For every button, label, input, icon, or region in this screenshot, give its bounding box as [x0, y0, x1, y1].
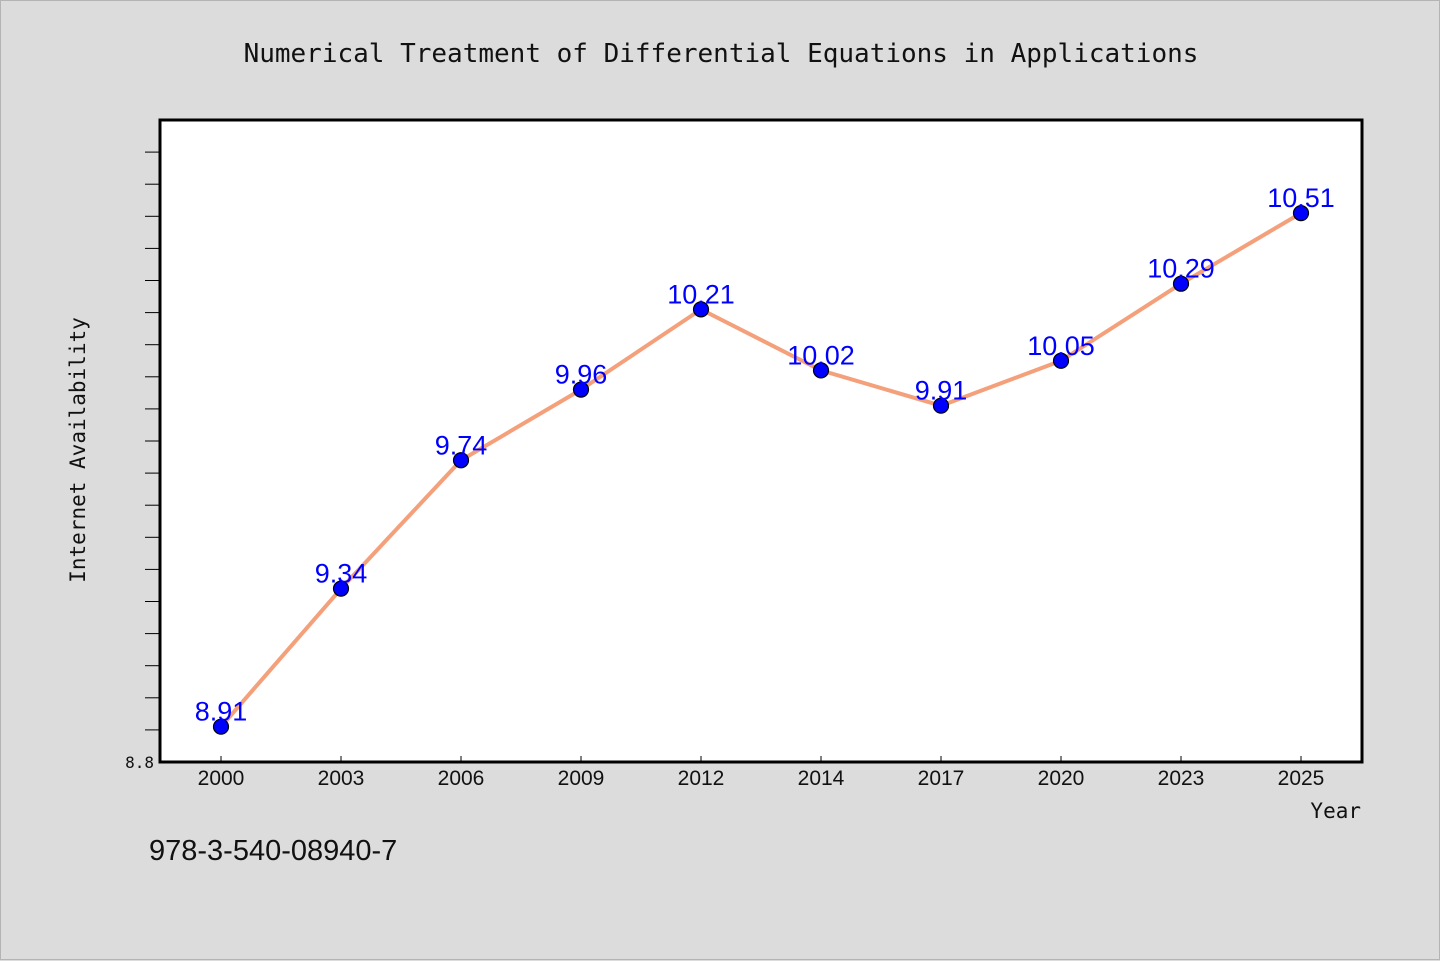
y-axis-ticks: 8.8 [125, 151, 160, 772]
y-tick-label: 8.8 [125, 753, 154, 772]
series-layer: 8.91 9.34 9.74 9.96 10.21 10.02 9.91 10.05 10.29… [195, 183, 1335, 735]
data-point [1052, 352, 1070, 369]
data-point [1292, 204, 1310, 222]
data-point [212, 718, 230, 735]
x-tick-label: 2017 [918, 767, 965, 790]
data-point [1172, 275, 1190, 292]
x-tick-label: 2006 [438, 767, 485, 790]
data-point [572, 381, 590, 398]
data-point [932, 397, 950, 414]
data-label: 8.91 [195, 697, 248, 727]
x-tick-label: 2009 [558, 767, 605, 790]
chart-title: Numerical Treatment of Differential Equa… [244, 39, 1199, 69]
data-label: 9.74 [435, 430, 488, 460]
data-label: 9.96 [555, 360, 608, 390]
x-axis-ticks: 2000 2003 2006 2009 2012 2014 2017 2020 2023 2025 [198, 756, 1325, 790]
x-tick-label: 2012 [678, 767, 725, 790]
x-tick-label: 2014 [798, 767, 845, 790]
data-label: 9.34 [315, 559, 368, 589]
footer-identifier: 978-3-540-08940-7 [149, 835, 398, 867]
data-point [332, 580, 350, 597]
x-tick-label: 2025 [1278, 767, 1325, 790]
data-label: 10.51 [1267, 183, 1335, 213]
x-tick-label: 2023 [1158, 767, 1205, 790]
x-axis-label: Year [1310, 799, 1361, 823]
x-tick-label: 2020 [1038, 767, 1085, 790]
y-axis-label: Internet Availability [66, 317, 90, 583]
data-label: 10.29 [1147, 254, 1215, 284]
data-label: 9.91 [915, 376, 968, 406]
data-point [452, 452, 470, 469]
series-line [219, 211, 1303, 729]
x-tick-label: 2003 [318, 767, 365, 790]
data-label: 10.05 [1027, 331, 1095, 361]
data-point [692, 301, 710, 318]
data-label: 10.02 [787, 340, 855, 370]
x-tick-label: 2000 [198, 767, 245, 790]
data-point [812, 362, 830, 379]
data-label: 10.21 [667, 279, 735, 309]
plot-area [158, 118, 1364, 764]
